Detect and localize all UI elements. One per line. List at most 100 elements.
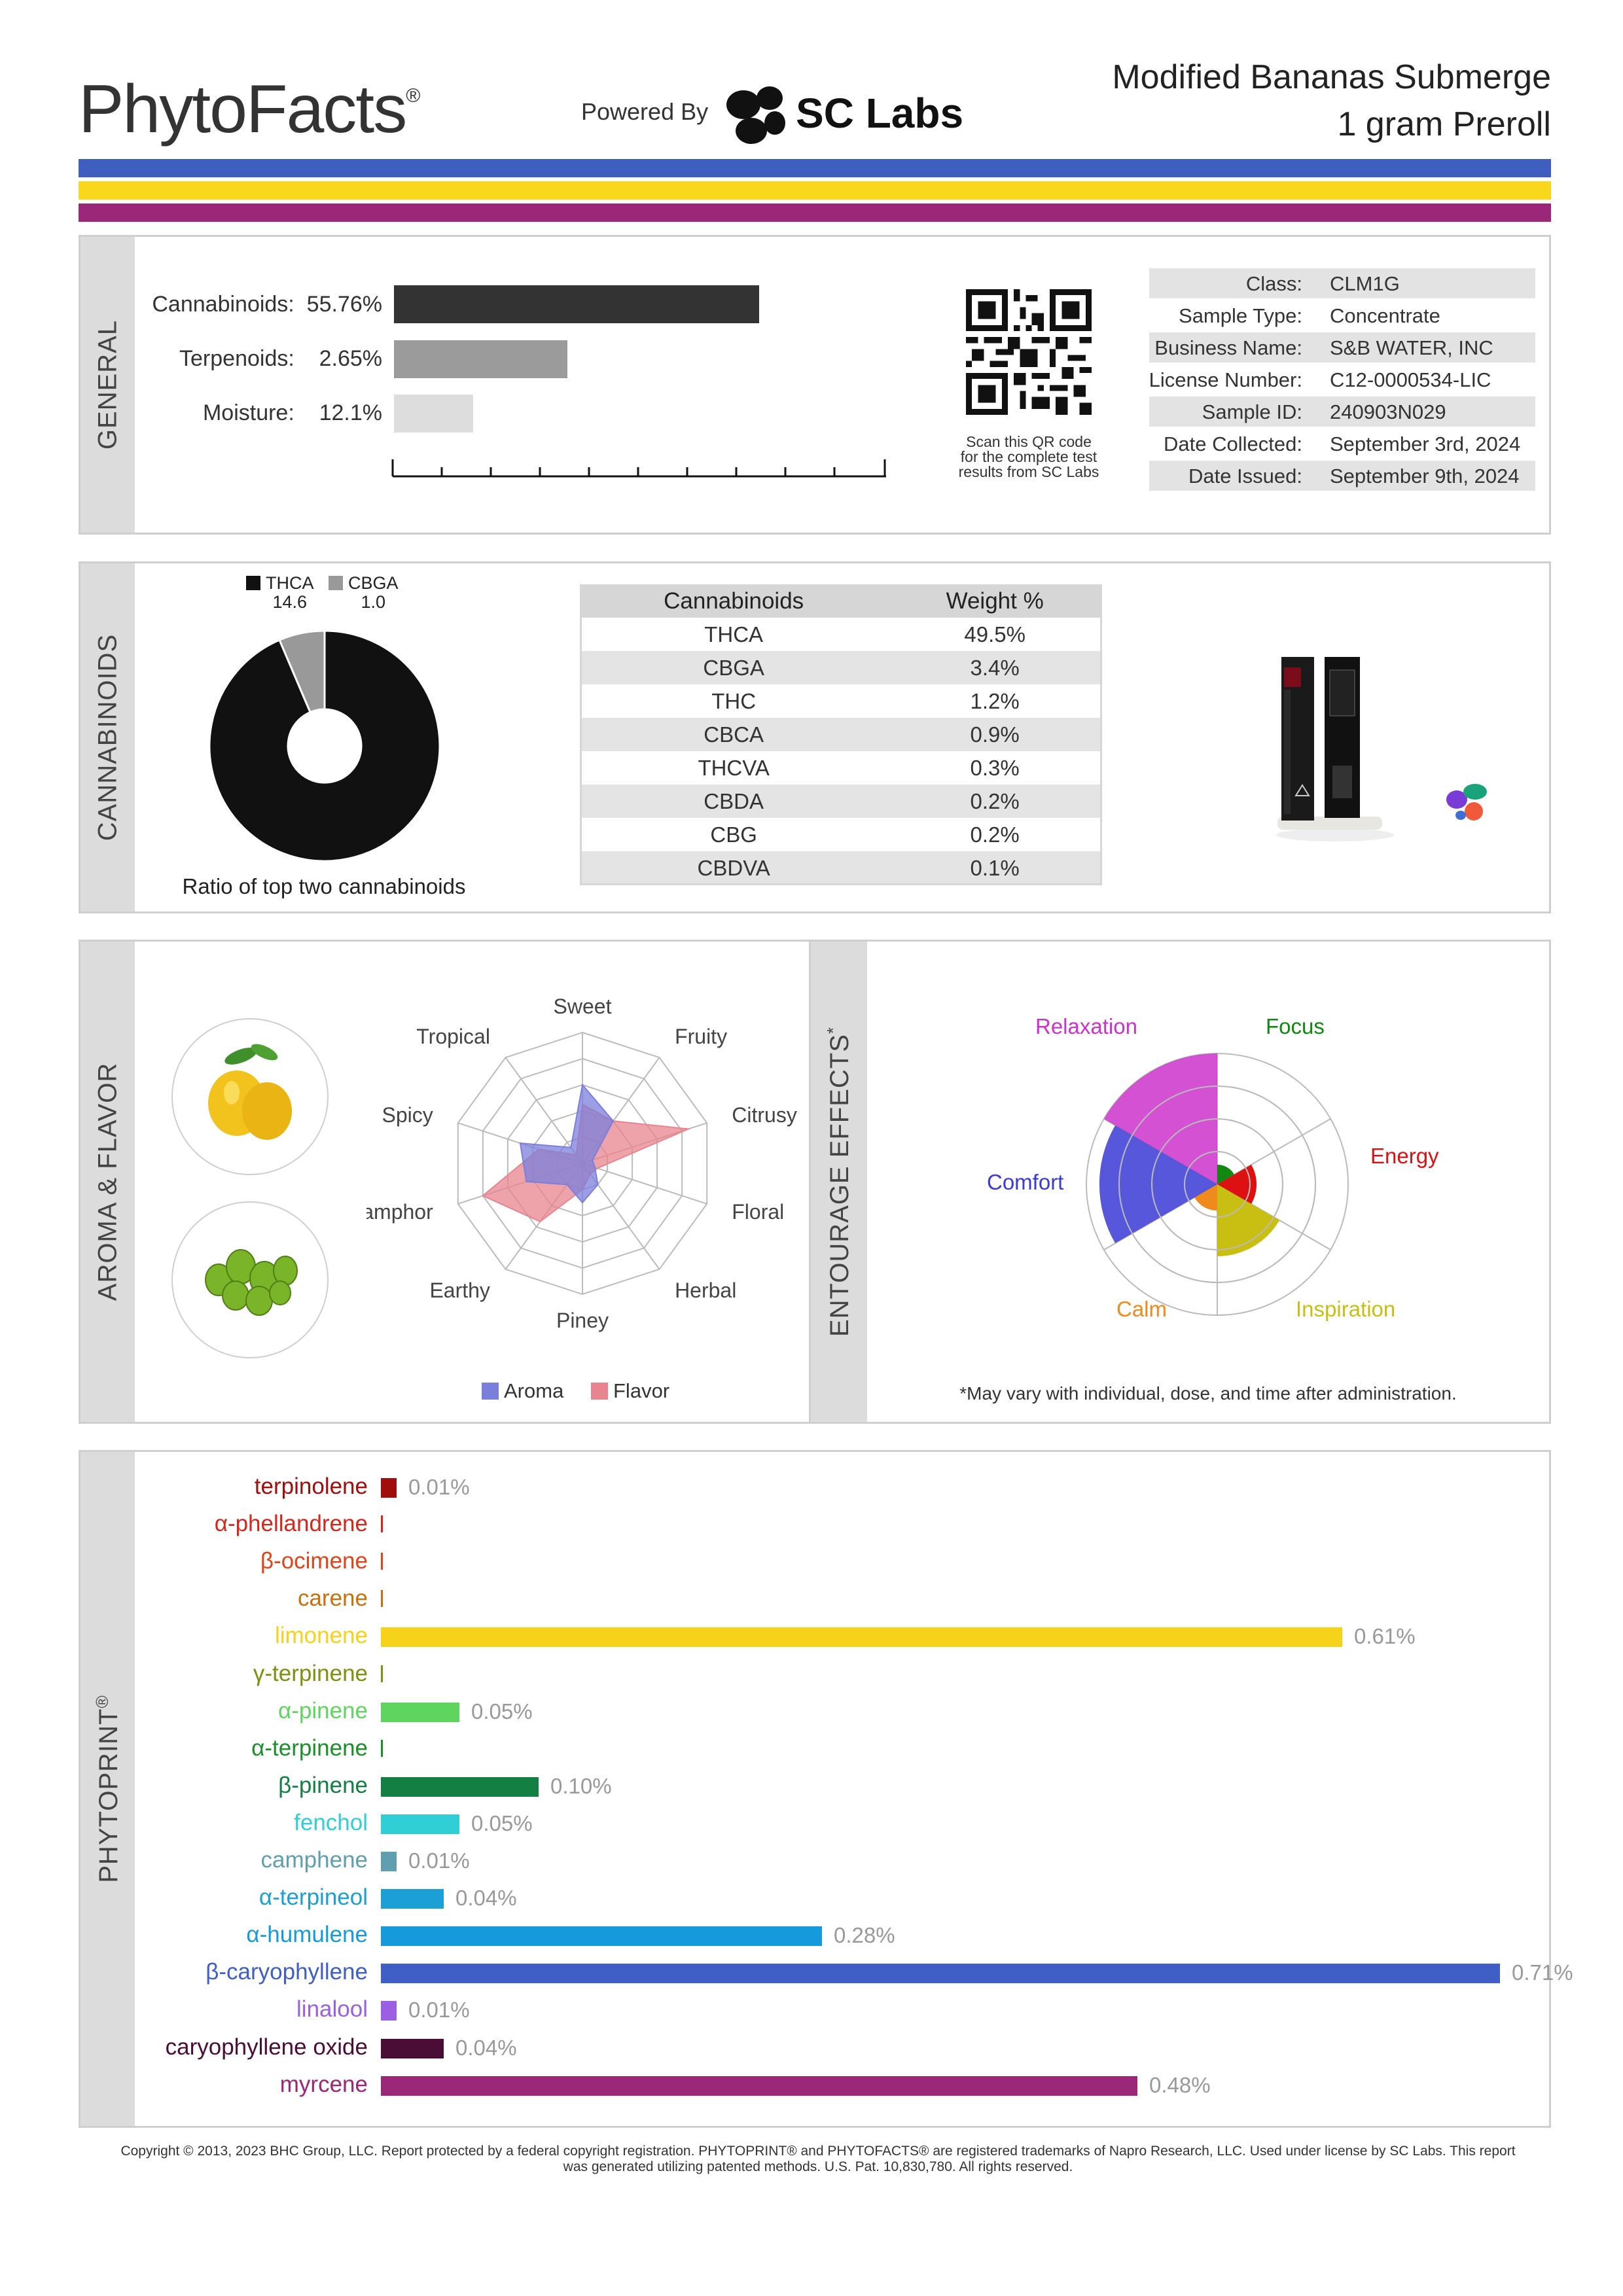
- terpene-label: camphene: [260, 1847, 368, 1873]
- terpene-value: 0.01%: [408, 1475, 470, 1499]
- qr-caption-line: Scan this QR code: [966, 433, 1092, 450]
- donut-legend-cbga-text: CBGA 1.0: [348, 574, 399, 612]
- legend-swatch-flavor: [591, 1383, 608, 1400]
- info-key: Date Issued:: [1188, 465, 1302, 487]
- radar-axis-label: Tropical: [416, 1025, 490, 1048]
- copyright-footer: Copyright © 2013, 2023 BHC Group, LLC. R…: [85, 2144, 1551, 2175]
- inspiration-wedge: [1217, 1184, 1279, 1256]
- hops-image-frame: [171, 1201, 329, 1358]
- legend-value: 14.6: [272, 592, 308, 612]
- table-cell: 0.2%: [970, 822, 1020, 847]
- legend-name: THCA: [266, 573, 314, 593]
- aroma-entourage-panel: [79, 940, 1551, 1424]
- qr-caption-line: results from SC Labs: [958, 463, 1099, 480]
- lemon-image-frame: [171, 1018, 329, 1175]
- table-cell: CBGA: [580, 651, 888, 684]
- radar-axis-label: Herbal: [675, 1279, 736, 1302]
- terpene-bar: [381, 2038, 444, 2058]
- product-name-line2: 1 gram Preroll: [1337, 105, 1551, 143]
- radar-spoke: [582, 1163, 707, 1205]
- terpenoids-label: Terpenoids: 2.65%: [144, 346, 382, 372]
- radar-axis-label: Spicy: [382, 1103, 433, 1127]
- radar-series-aroma: [519, 1083, 615, 1204]
- effect-label-inspiration: Inspiration: [1296, 1297, 1396, 1321]
- terpene-label: limonene: [274, 1623, 368, 1649]
- terpene-value: 0.04%: [455, 1886, 517, 1911]
- general-bar-value: 12.1%: [319, 400, 382, 425]
- terpene-bar-chart: terpinolene 0.01% α-phellandrene β-ocimene c…: [135, 1466, 1573, 2120]
- entourage-label-text: ENTOURAGE EFFECTS: [825, 1034, 855, 1337]
- effect-label-energy: Energy: [1370, 1144, 1439, 1168]
- info-key: Business Name:: [1154, 336, 1302, 359]
- info-value: September 9th, 2024: [1330, 465, 1520, 487]
- table-cell: 0.1%: [887, 851, 1102, 885]
- info-value: September 3rd, 2024: [1330, 433, 1521, 455]
- cannabinoids-table: Cannabinoids Weight % THCA 49.5% CBGA 3.4%…: [580, 584, 1102, 885]
- qr-caption-line: for the complete test: [960, 448, 1097, 465]
- entourage-sidebar: ENTOURAGE EFFECTS*: [811, 942, 867, 1422]
- table-row: CBDA 0.2%: [580, 785, 1102, 818]
- entourage-section-label: ENTOURAGE EFFECTS*: [823, 1027, 855, 1337]
- terpene-bar: [381, 1553, 383, 1570]
- phytoprint-label-mark: ®: [92, 1695, 112, 1708]
- logo-registered-mark: ®: [406, 85, 420, 107]
- aroma-sidebar: AROMA & FLAVOR: [80, 942, 135, 1422]
- qr-code[interactable]: [966, 289, 1092, 415]
- table-row: THCVA 0.3%: [580, 751, 1102, 785]
- general-bar-label: Terpenoids:: [179, 346, 294, 371]
- legend-swatch-cbga: [329, 576, 343, 590]
- effect-label-calm: Calm: [1116, 1297, 1168, 1321]
- terpene-value: 0.05%: [471, 1810, 533, 1835]
- sc-labs-logo: SC Labs: [719, 80, 1000, 145]
- table-cell: 0.9%: [887, 718, 1102, 751]
- cannabinoids-sidebar: CANNABINOIDS: [80, 563, 135, 911]
- info-key: License Number:: [1149, 368, 1302, 391]
- qr-code-icon: [966, 289, 1092, 415]
- terpene-bar: [381, 1852, 397, 1871]
- terpene-bar: [381, 1889, 444, 1909]
- donut-caption: Ratio of top two cannabinoids: [182, 874, 466, 898]
- qr-caption: Scan this QR code for the complete test …: [929, 434, 1128, 480]
- table-header-row: Cannabinoids Weight %: [580, 584, 1102, 618]
- terpene-bar: [381, 1702, 459, 1722]
- terpene-label: β-caryophyllene: [205, 1959, 368, 1985]
- donut-slice-thca: [208, 629, 441, 862]
- info-key: Sample Type:: [1179, 304, 1302, 327]
- table-row: CBDVA 0.1%: [580, 851, 1102, 885]
- phytoprint-sidebar: PHYTOPRINT®: [80, 1452, 135, 2126]
- general-bar-label: Moisture:: [202, 400, 294, 425]
- terpene-label: α-terpineol: [259, 1884, 368, 1911]
- terpene-value: 0.01%: [408, 1998, 470, 2022]
- phytofacts-logo: PhytoFacts®: [79, 71, 420, 149]
- cannabinoids-label: Cannabinoids: 55.76%: [144, 292, 382, 317]
- terpene-bar: [381, 1964, 1500, 1984]
- info-row-sample-id: Sample ID: 240903N029: [1149, 397, 1535, 427]
- radar-axis-label: Sweet: [554, 995, 612, 1018]
- terpene-label: carene: [297, 1585, 368, 1612]
- legend-label-aroma: Aroma: [504, 1379, 564, 1402]
- table-header: Weight %: [887, 584, 1102, 618]
- aroma-entourage-divider: [809, 942, 811, 1422]
- logo-text: PhytoFacts: [79, 71, 407, 147]
- general-sidebar: GENERAL: [80, 237, 135, 533]
- terpene-value: 0.28%: [834, 1923, 895, 1948]
- table-cell: 49.5%: [964, 622, 1026, 646]
- general-section-label: GENERAL: [93, 319, 122, 450]
- radar-spoke: [505, 1057, 583, 1164]
- table-cell: THCA: [704, 622, 764, 646]
- terpene-bar: [381, 1590, 383, 1608]
- terpene-value: 0.10%: [550, 1773, 612, 1798]
- terpenoids-bar: [394, 340, 567, 378]
- table-row: THCA 49.5%: [580, 618, 1102, 651]
- cannabinoids-panel: [79, 561, 1551, 913]
- terpene-label: α-terpinene: [251, 1735, 368, 1761]
- radar-axis-label: Fruity: [675, 1025, 727, 1048]
- lemon-icon: [208, 1044, 292, 1140]
- effect-label-focus: Focus: [1266, 1014, 1325, 1038]
- radar-axis-label: Earthy: [429, 1279, 490, 1302]
- terpene-label: α-phellandrene: [214, 1511, 368, 1537]
- info-key: Date Collected:: [1164, 433, 1302, 455]
- terpene-label: β-ocimene: [260, 1548, 368, 1574]
- cannabinoid-ratio-donut: [208, 629, 441, 862]
- entourage-polar-chart: [1086, 1053, 1349, 1316]
